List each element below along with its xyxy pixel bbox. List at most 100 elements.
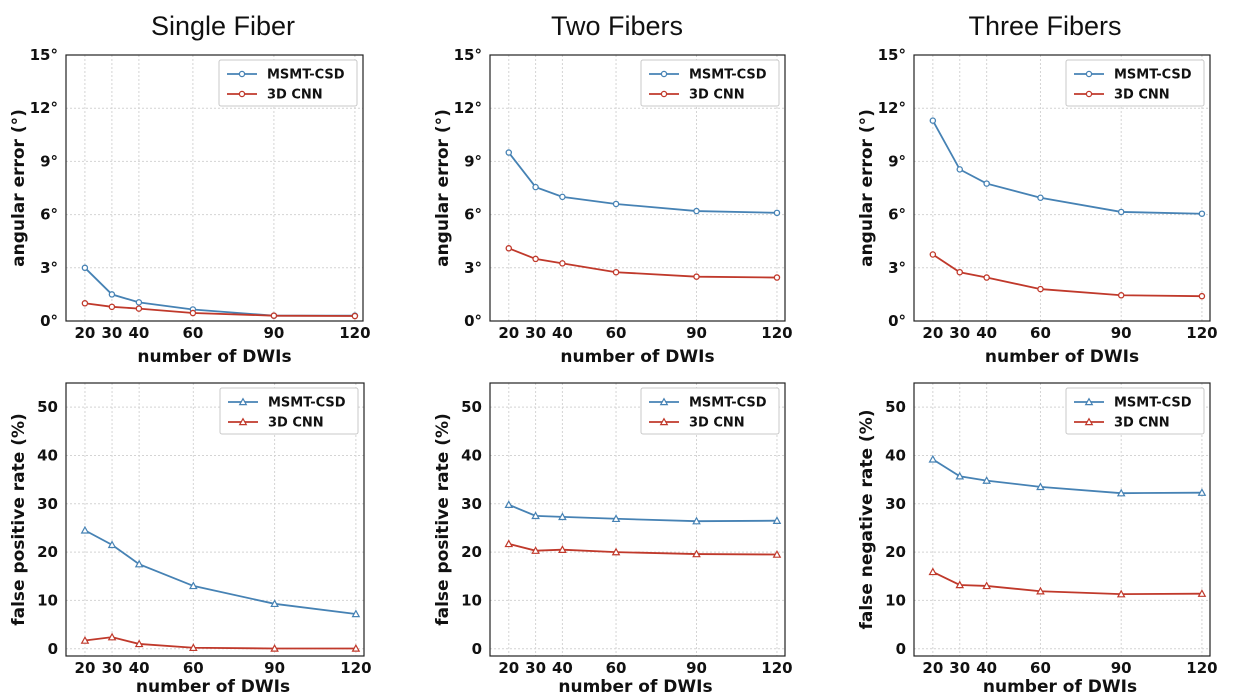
y-tick-label: 3° xyxy=(464,259,482,277)
legend-label: 3D CNN xyxy=(1114,416,1170,431)
series-3d-cnn xyxy=(80,632,361,652)
x-tick-label: 120 xyxy=(1186,324,1217,342)
legend: MSMT-CSD 3D CNN xyxy=(640,59,780,107)
data-point xyxy=(504,539,514,548)
x-tick-label: 30 xyxy=(525,659,546,677)
y-tick-label: 0° xyxy=(888,312,906,330)
data-point xyxy=(1036,586,1045,595)
y-tick-label: 30 xyxy=(885,495,906,513)
plot-frame xyxy=(65,54,364,322)
data-point xyxy=(189,581,198,590)
y-tick-label: 12° xyxy=(878,99,906,117)
x-axis-label: number of DWIs xyxy=(560,347,714,367)
y-axis-label: angular error (°) xyxy=(857,109,877,267)
chart-3: 0° 3° 6° 9° 12° 15° 20 30 40 60 90 120 number of DWI… xyxy=(857,46,1218,367)
y-tick-label: 12° xyxy=(454,99,482,117)
data-point xyxy=(955,580,965,589)
y-axis-label: false positive rate (%) xyxy=(433,413,453,626)
y-tick-label: 0 xyxy=(896,640,906,658)
x-tick-label: 60 xyxy=(183,659,204,677)
legend-entry: MSMT-CSD xyxy=(228,396,346,411)
x-tick-label: 40 xyxy=(552,659,573,677)
data-point xyxy=(505,245,513,252)
data-point xyxy=(1197,589,1207,597)
legend-marker xyxy=(1085,70,1093,78)
legend-marker xyxy=(660,70,668,78)
series-msmt-csd xyxy=(504,500,782,525)
legend: MSMT-CSD 3D CNN xyxy=(218,59,358,107)
legend-marker xyxy=(659,397,669,406)
series-line xyxy=(508,503,777,523)
data-point xyxy=(134,559,144,568)
x-tick-label: 90 xyxy=(686,659,707,677)
legend-entry: 3D CNN xyxy=(649,88,745,103)
column-title-single-fiber: Single Fiber xyxy=(151,11,295,41)
legend-label: MSMT-CSD xyxy=(267,68,345,83)
y-tick-label: 40 xyxy=(37,446,58,464)
legend-label: MSMT-CSD xyxy=(689,68,767,83)
data-point xyxy=(772,549,782,558)
x-axis-label: number of DWIs xyxy=(136,677,290,697)
x-tick-label: 90 xyxy=(686,324,707,342)
legend-marker xyxy=(660,90,668,98)
data-point xyxy=(693,207,700,215)
x-tick-label: 20 xyxy=(74,324,95,342)
legend-entry: MSMT-CSD xyxy=(649,396,767,411)
x-tick-label: 30 xyxy=(949,324,970,342)
data-point xyxy=(189,643,198,652)
y-tick-label: 0 xyxy=(472,640,482,658)
plot-frame xyxy=(489,54,786,322)
data-point xyxy=(1036,482,1045,491)
data-point xyxy=(611,547,621,556)
data-point xyxy=(929,117,937,124)
series-3d-cnn xyxy=(81,300,359,320)
legend-entry: 3D CNN xyxy=(1074,416,1170,431)
plot-frame xyxy=(913,382,1211,657)
legend: MSMT-CSD 3D CNN xyxy=(1065,59,1205,107)
y-tick-label: 9° xyxy=(888,152,906,170)
data-point xyxy=(351,312,359,320)
series-msmt-csd xyxy=(929,117,1206,217)
y-tick-label: 40 xyxy=(461,446,482,464)
legend-label: 3D CNN xyxy=(1114,88,1170,103)
y-tick-label: 15° xyxy=(878,46,906,64)
data-point xyxy=(351,609,361,618)
x-tick-label: 120 xyxy=(761,659,792,677)
chart-panels: 0° 3° 6° 9° 12° 15° 20 30 40 60 90 120 number of DWI… xyxy=(9,46,1218,697)
data-point xyxy=(612,268,620,276)
plot-frame xyxy=(489,382,786,657)
series-msmt-csd xyxy=(505,149,781,217)
data-point xyxy=(693,273,700,280)
y-tick-label: 10 xyxy=(461,591,482,609)
series-line xyxy=(508,543,777,556)
x-tick-label: 90 xyxy=(1111,659,1132,677)
data-point xyxy=(1198,210,1206,217)
data-point xyxy=(773,274,781,281)
column-title-two-fibers: Two Fibers xyxy=(551,11,683,41)
legend-label: 3D CNN xyxy=(268,416,324,431)
x-tick-label: 20 xyxy=(75,659,96,677)
legend-entry: MSMT-CSD xyxy=(227,68,345,83)
data-point xyxy=(558,512,567,521)
data-point xyxy=(955,471,965,480)
data-point xyxy=(1116,488,1126,497)
y-tick-label: 40 xyxy=(885,446,906,464)
column-title-three-fibers: Three Fibers xyxy=(968,11,1121,41)
data-point xyxy=(929,251,937,258)
y-axis-label: false positive rate (%) xyxy=(9,413,29,626)
y-tick-label: 9° xyxy=(40,152,58,170)
x-axis-label: number of DWIs xyxy=(137,347,291,367)
x-tick-label: 40 xyxy=(129,659,150,677)
legend-label: MSMT-CSD xyxy=(689,396,767,411)
x-tick-label: 30 xyxy=(101,324,122,342)
x-tick-label: 40 xyxy=(976,659,997,677)
data-point xyxy=(107,540,117,549)
series-line xyxy=(932,253,1202,298)
data-point xyxy=(983,180,990,187)
y-tick-label: 9° xyxy=(464,152,482,170)
legend-label: 3D CNN xyxy=(689,416,745,431)
data-point xyxy=(559,260,566,267)
y-tick-label: 3° xyxy=(40,259,58,277)
x-tick-label: 60 xyxy=(1030,659,1051,677)
x-tick-label: 60 xyxy=(1030,324,1051,342)
